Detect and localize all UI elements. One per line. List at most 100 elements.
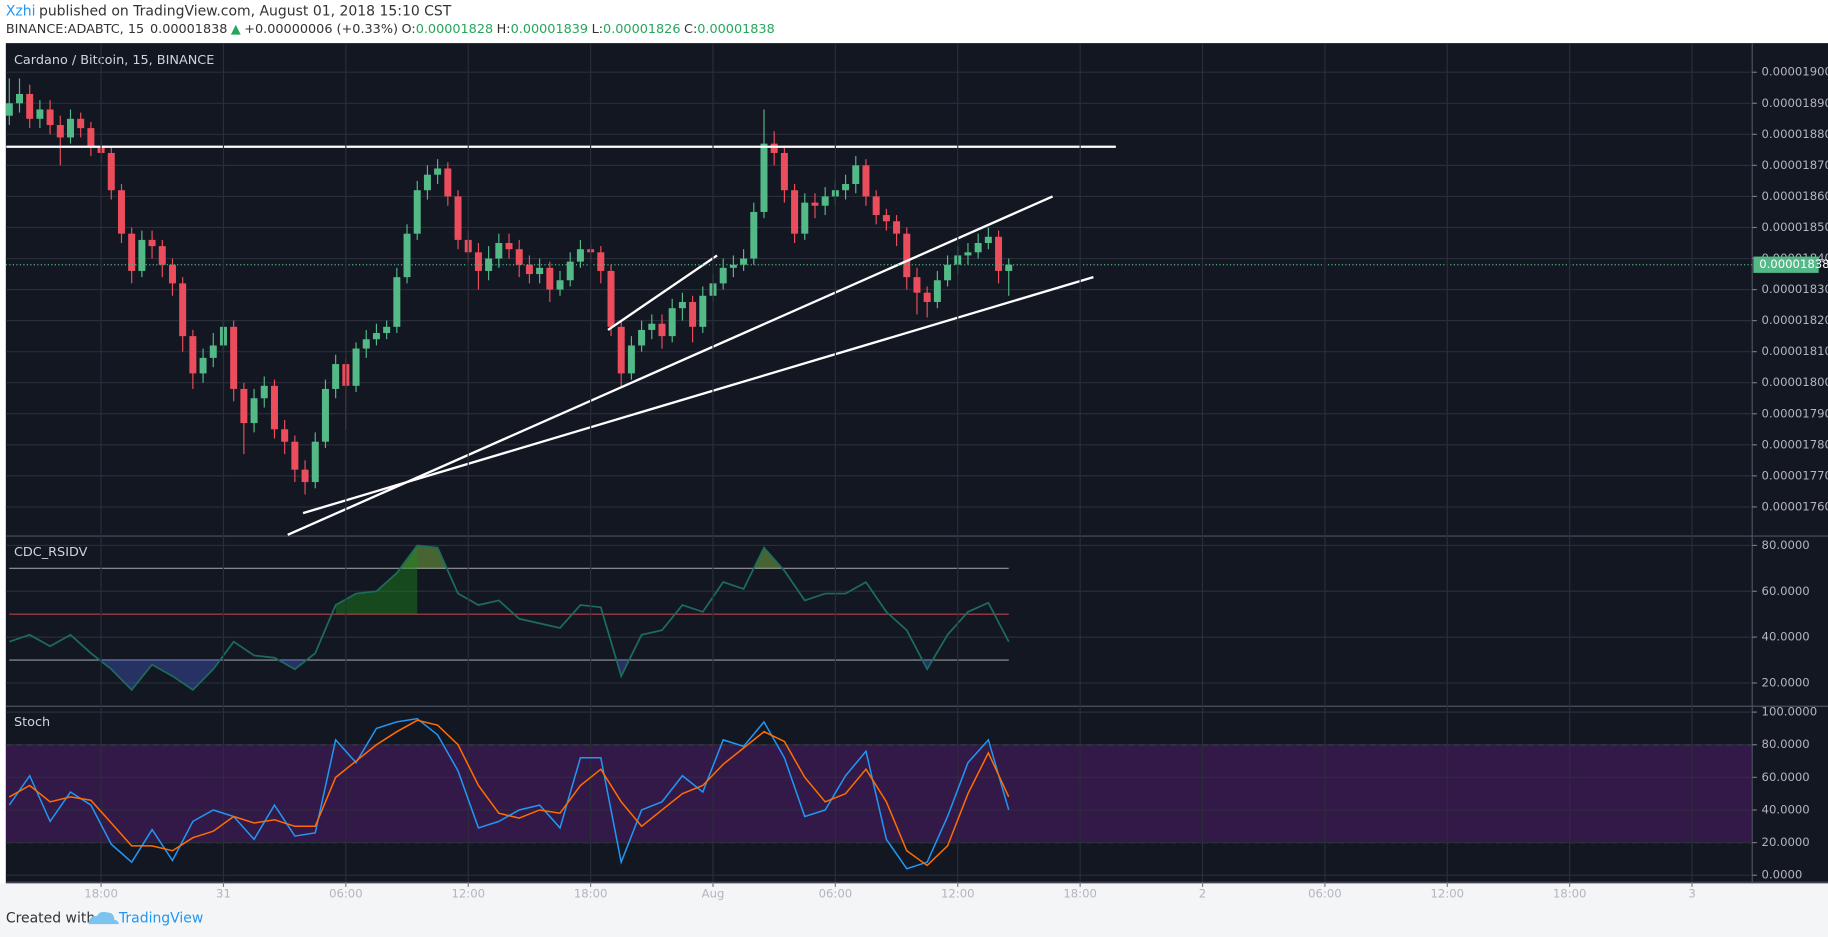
candle-body [566,261,574,281]
candle-body [821,196,829,206]
chart-bg [5,43,1828,884]
o-label: O: [402,22,416,37]
candle-body [689,301,697,327]
candle-body [617,326,625,374]
candle-body [974,242,982,253]
symbol: BINANCE:ADABTC, 15 [6,22,144,37]
y-tick-label: 0.00001790 [1762,406,1828,420]
candle-body [362,339,370,349]
candle-body [56,125,64,138]
candle-body [117,190,125,234]
publish-line: Xzhi published on TradingView.com, August… [6,4,452,20]
candle-body [474,252,482,271]
candle-body [556,280,564,290]
candle-body [760,143,768,212]
candle-body [250,398,258,424]
x-tick-label: 18:00 [574,886,608,900]
y-tick-label: 0.00001900 [1762,65,1828,79]
plot: 0.00001760 0.00001770 0.00001780 0.00001790… [5,44,1828,900]
x-tick-label: 12:00 [1431,886,1465,900]
candle-body [933,280,941,302]
candle-body [576,249,584,262]
y-tick-label: 80.0000 [1762,737,1810,751]
x-tick-label: 18:00 [84,886,118,900]
candle-body [872,196,880,216]
candle-body [291,441,299,470]
candle-body [842,184,850,191]
candle-body [740,258,748,265]
candle-body [189,336,197,374]
arrow: ▲ [231,22,241,37]
y-tick-label: 0.00001880 [1762,127,1828,141]
candle-body [852,165,860,185]
y-tick-label: 40.0000 [1762,802,1810,816]
candle-body [270,385,278,430]
candle-body [678,301,686,309]
candle-body [434,168,442,175]
candle-body [107,152,115,191]
y-tick-label: 0.00001890 [1762,96,1828,110]
candle-body [780,152,788,191]
line-series [8,719,1010,867]
candle-body [801,202,809,234]
h-value: 0.00001839 [511,22,588,37]
candle-body [321,388,329,442]
candle-body [26,93,34,119]
price: 0.00001838 [150,22,227,37]
trendline [607,254,718,331]
candle-body [505,242,513,250]
candle-body [658,323,666,337]
candle-body [77,118,85,129]
candle-body [46,109,54,126]
quote-line: BINANCE:ADABTC, 15 0.00001838 ▲ +0.00000006… [6,22,775,37]
candle-body [597,252,605,271]
x-tick-label: 18:00 [1553,886,1587,900]
candle-body [87,128,95,147]
candle-body [811,202,819,206]
brand[interactable]: TradingView [118,910,203,926]
candle-body [913,277,921,293]
candle-body [209,345,217,358]
candle-body [750,211,758,259]
candle-body [719,267,727,284]
y-tick-label: 40.0000 [1762,630,1810,644]
published: published on TradingView.com, August 01,… [39,4,452,20]
candle-body [66,118,74,138]
last-price-label: 0.00001838 [1759,257,1828,271]
candle-body [148,239,156,247]
candle-body [893,221,901,234]
author[interactable]: Xzhi [6,4,36,20]
candle-body [332,364,340,389]
x-tick-label: 06:00 [1308,886,1342,900]
candle-body [383,326,391,334]
x-tick-label: 2 [1199,886,1206,900]
candle-body [454,196,462,240]
stoch-band [5,744,1753,843]
candle-body [260,385,268,399]
candle-body [525,264,533,275]
x-tick-label: 06:00 [329,886,363,900]
brand-logo[interactable] [88,911,119,925]
candle-body [128,233,136,271]
pane-title: CDC_RSIDV [14,545,88,560]
created-with: Created with [6,910,95,926]
x-tick-label: Aug [702,886,725,900]
pane-title: Cardano / Bitcoin, 15, BINANCE [14,53,214,68]
y-tick-label: 0.00001870 [1762,158,1828,172]
y-tick-label: 20.0000 [1762,835,1810,849]
x-tick-label: 12:00 [451,886,485,900]
y-tick-label: 0.00001830 [1762,282,1828,296]
y-tick-label: 20.0000 [1762,675,1810,689]
h-label: H: [497,22,511,37]
y-tick-label: 0.00001860 [1762,189,1828,203]
zone-fill [335,545,418,615]
zone-fill [9,660,1009,690]
candle-body [199,357,207,374]
candle-body [995,236,1003,271]
candle-body [15,93,23,104]
y-tick-label: 0.00001780 [1762,437,1828,451]
candle-body [372,333,380,340]
x-tick-label: 3 [1688,886,1695,900]
